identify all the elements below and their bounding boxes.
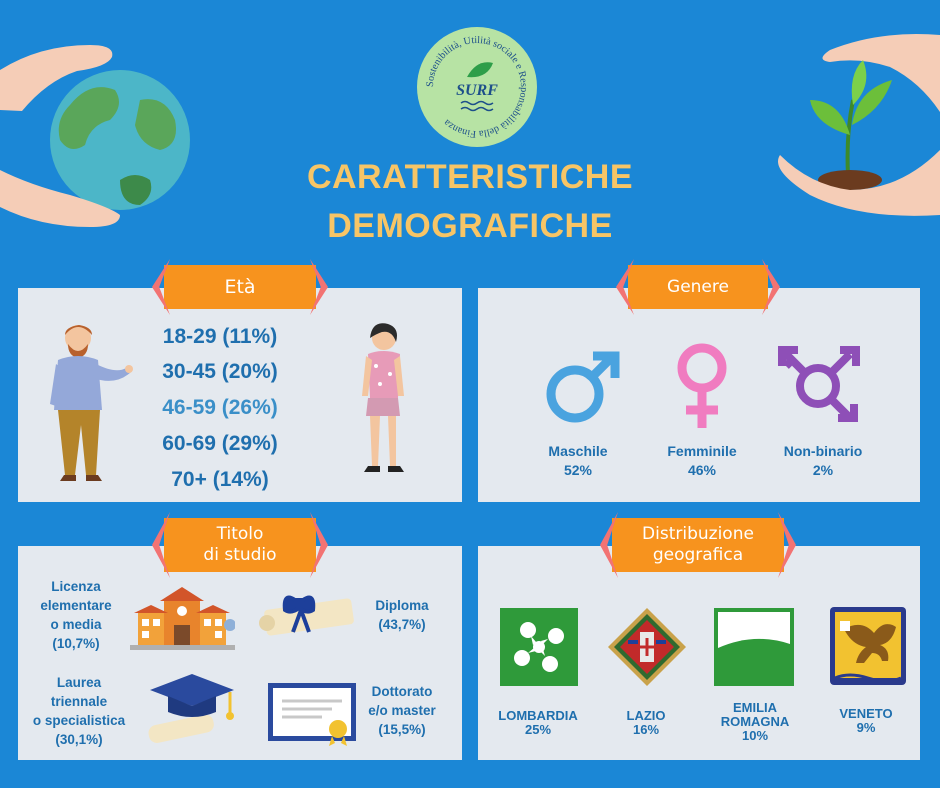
ribbon-titolo-line1: Titolo [216,524,264,544]
soil [818,170,882,190]
surf-logo: Sostenibilità, Utilità sociale e Respons… [417,27,537,147]
page-title-line2: DEMOGRAFICHE [327,207,613,245]
veneto-lion-icon [830,607,906,685]
school-building-icon [130,587,235,650]
region-veneto-label: VENETO 9% [816,707,916,735]
region-lazio-name: LAZIO [626,708,666,723]
emilia-romagna-flag-icon [714,608,794,686]
top-hand [0,45,113,111]
licenza-pct: (10,7%) [52,636,100,651]
laurea-label: Laurea triennale o specialistica (30,1%) [20,673,138,749]
licenza-line1: Licenza [51,579,101,594]
region-emilia-name: EMILIA [732,700,778,715]
gender-nonbinary-label: Non-binario 2% [768,442,878,480]
region-lazio-label: LAZIO 16% [598,709,694,737]
ribbon-geo-line2: geografica [652,545,744,565]
laurea-line2: triennale [50,694,108,709]
ribbon-eta: Età [164,265,316,309]
logo-name: SURF [456,82,498,99]
ribbon-geo: Distribuzione geografica [612,518,784,572]
region-emilia-name2: ROMAGNA [720,714,790,729]
laurea-line1: Laurea [56,675,102,690]
dottorato-line2: e/o master [368,703,436,718]
leaf [851,60,867,105]
laurea-pct: (30,1%) [55,732,103,747]
gender-female-pct: 46% [687,462,717,478]
gender-female-label: Femminile 46% [652,442,752,480]
male-symbol-icon [546,351,620,423]
man-illustration [50,325,133,481]
gender-male-name: Maschile [548,443,608,459]
licenza-label: Licenza elementare o media (10,7%) [26,577,126,653]
dottorato-line1: Dottorato [371,684,433,699]
leaf [810,100,850,135]
gender-female-name: Femminile [667,443,737,459]
age-range-4: 60-69 (29%) [162,432,278,455]
ribbon-geo-line1: Distribuzione [642,524,754,544]
certificate-icon [268,683,356,746]
age-range-3: 46-59 (26%) [162,396,278,419]
gender-male-label: Maschile 52% [528,442,628,480]
age-range-1: 18-29 (11%) [162,325,278,348]
transgender-symbol-icon [778,346,860,422]
leaf-icon [467,62,493,78]
ribbon-genere-label: Genere [667,276,729,297]
region-emilia-pct: 10% [741,728,769,743]
top-hand [822,34,940,112]
diploma-scroll-icon [259,595,354,636]
diploma-label: Diploma (43,7%) [362,596,442,634]
age-range-5: 70+ (14%) [171,468,269,491]
bottom-hand [778,150,940,216]
diploma-pct: (43,7%) [378,617,426,632]
gender-nonbinary-name: Non-binario [783,443,863,459]
licenza-line3: o media [50,617,102,632]
lombardia-flag-icon [500,608,578,686]
hands-globe-illustration [0,45,190,227]
laurea-line3: o specialistica [32,713,126,728]
ribbon-titolo: Titolo di studio [164,518,316,572]
region-veneto-pct: 9% [856,720,876,735]
ribbon-genere: Genere [628,265,768,309]
region-lombardia-pct: 25% [524,722,552,737]
hands-plant-illustration [778,34,940,216]
diploma-line1: Diploma [375,598,429,613]
waves-icon [460,100,494,112]
region-emilia-label: EMILIA ROMAGNA 10% [700,701,810,743]
page-title-line1: CARATTERISTICHE [306,158,634,196]
gender-nonbinary-pct: 2% [812,462,834,478]
plant-stem [845,99,855,176]
gender-male-pct: 52% [563,462,593,478]
leaf [852,80,892,125]
region-lazio-pct: 16% [632,722,660,737]
dottorato-pct: (15,5%) [378,722,426,737]
graduation-cap-icon [148,674,234,743]
age-range-2: 30-45 (20%) [162,360,278,383]
region-lombardia-name: LOMBARDIA [498,708,578,723]
ribbon-eta-label: Età [224,275,256,298]
ribbon-titolo-line2: di studio [203,545,277,565]
female-symbol-icon [677,343,727,428]
region-veneto-name: VENETO [839,706,893,721]
woman-illustration [362,323,404,472]
licenza-line2: elementare [40,598,112,613]
region-lombardia-label: LOMBARDIA 25% [482,709,594,737]
panel-titolo [18,546,462,760]
bottom-hand [0,170,120,227]
dottorato-label: Dottorato e/o master (15,5%) [362,682,442,739]
lazio-emblem-icon [608,608,686,686]
